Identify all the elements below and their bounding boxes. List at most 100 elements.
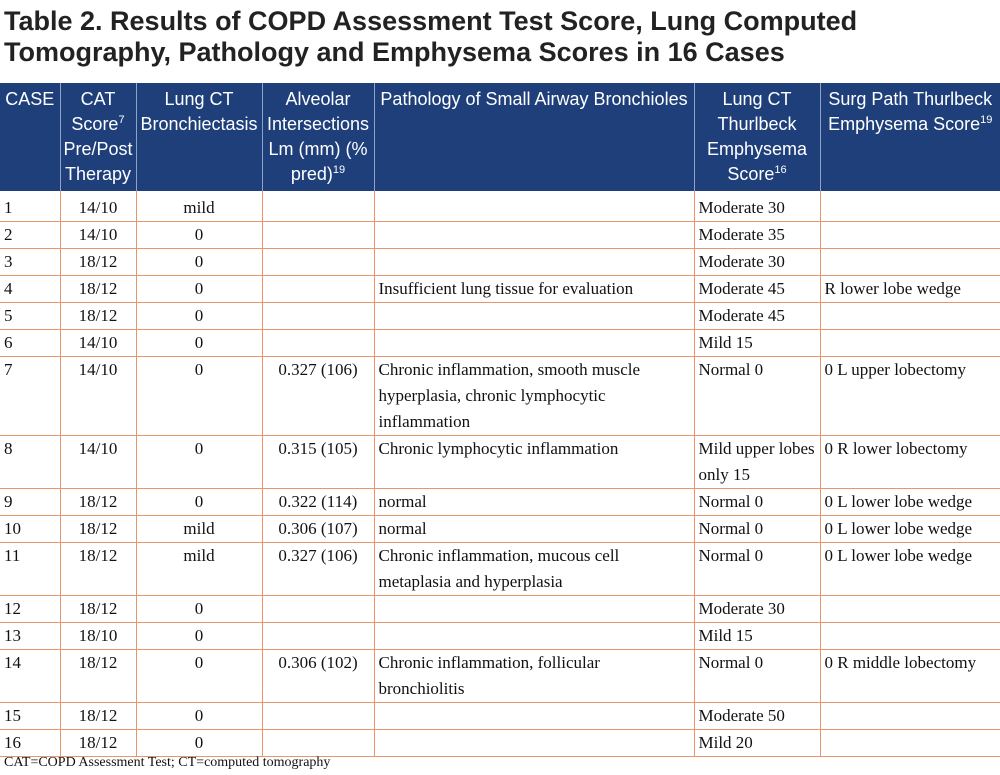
cell-bronchiectasis: 0	[135, 275, 262, 303]
cell-cat-score: 18/12	[59, 302, 136, 330]
cell-bronchiectasis: mild	[135, 191, 262, 222]
cell-lung-ct-emphysema-score: Moderate 30	[693, 191, 820, 222]
column-header-text-continued: Pre/Post Therapy	[63, 139, 133, 184]
reference-superscript: 19	[980, 114, 993, 126]
reference-superscript: 16	[774, 164, 787, 176]
results-table: CASE CAT Score7 Pre/Post Therapy Lung CT B…	[0, 83, 1000, 757]
cell-surg-path-emphysema-score: 0 L lower lobe wedge	[819, 542, 1000, 596]
cell-cat-score: 18/12	[59, 248, 136, 276]
column-header-text: Surg Path Thurlbeck Emphysema Score	[828, 89, 993, 134]
cell-bronchiectasis: 0	[135, 329, 262, 357]
cell-case-number: 10	[0, 515, 60, 543]
cell-lung-ct-emphysema-score: Mild 20	[693, 729, 820, 757]
column-header-text: Lung CT Bronchiectasis	[140, 89, 258, 134]
cell-case-number: 16	[0, 729, 60, 757]
cell-surg-path-emphysema-score	[819, 729, 1000, 757]
cell-bronchiectasis: 0	[135, 248, 262, 276]
column-header-text: Alveolar Intersections Lm (mm) (% pred)	[266, 89, 370, 184]
cell-cat-score: 18/12	[59, 542, 136, 596]
cell-bronchiectasis: 0	[135, 488, 262, 516]
table-row: 3 18/12 0 Moderate 30	[0, 248, 1000, 276]
cell-alveolar-intersections	[261, 275, 374, 303]
cell-pathology	[373, 302, 694, 330]
cell-cat-score: 18/12	[59, 515, 136, 543]
cell-case-number: 9	[0, 488, 60, 516]
cell-alveolar-intersections: 0.327 (106)	[261, 356, 374, 436]
column-header-alveolar-intersections: Alveolar Intersections Lm (mm) (% pred)1…	[261, 83, 374, 191]
cell-lung-ct-emphysema-score: Normal 0	[693, 356, 820, 436]
cell-case-number: 3	[0, 248, 60, 276]
cell-lung-ct-emphysema-score: Normal 0	[693, 649, 820, 703]
cell-pathology: normal	[373, 515, 694, 543]
cell-bronchiectasis: 0	[135, 595, 262, 623]
cell-cat-score: 18/12	[59, 488, 136, 516]
table-row: 11 18/12 mild 0.327 (106) Chronic inflammati…	[0, 542, 1000, 596]
cell-pathology	[373, 729, 694, 757]
column-header-case: CASE	[0, 83, 60, 191]
cell-case-number: 5	[0, 302, 60, 330]
table-row: 8 14/10 0 0.315 (105) Chronic lymphocytic in…	[0, 435, 1000, 489]
cell-alveolar-intersections	[261, 729, 374, 757]
cell-surg-path-emphysema-score	[819, 221, 1000, 249]
cell-pathology: Insufficient lung tissue for evaluation	[373, 275, 694, 303]
cell-surg-path-emphysema-score	[819, 302, 1000, 330]
table-title: Table 2. Results of COPD Assessment Test…	[4, 6, 858, 67]
cell-surg-path-emphysema-score: 0 R middle lobectomy	[819, 649, 1000, 703]
column-header-surg-path-emphysema-score: Surg Path Thurlbeck Emphysema Score19	[819, 83, 1000, 191]
cell-cat-score: 18/12	[59, 649, 136, 703]
cell-case-number: 13	[0, 622, 60, 650]
cell-cat-score: 18/12	[59, 595, 136, 623]
cell-alveolar-intersections	[261, 622, 374, 650]
cell-lung-ct-emphysema-score: Moderate 35	[693, 221, 820, 249]
cell-surg-path-emphysema-score	[819, 329, 1000, 357]
cell-bronchiectasis: mild	[135, 542, 262, 596]
cell-bronchiectasis: 0	[135, 356, 262, 436]
cell-pathology: Chronic lymphocytic inflammation	[373, 435, 694, 489]
table-row: 6 14/10 0 Mild 15	[0, 329, 1000, 357]
table-row: 1 14/10 mild Moderate 30	[0, 191, 1000, 222]
cell-alveolar-intersections: 0.306 (107)	[261, 515, 374, 543]
cell-pathology: Chronic inflammation, follicular bronchi…	[373, 649, 694, 703]
cell-pathology	[373, 248, 694, 276]
cell-pathology	[373, 595, 694, 623]
cell-surg-path-emphysema-score: R lower lobe wedge	[819, 275, 1000, 303]
cell-cat-score: 18/10	[59, 622, 136, 650]
cell-lung-ct-emphysema-score: Moderate 45	[693, 275, 820, 303]
cell-lung-ct-emphysema-score: Moderate 50	[693, 702, 820, 730]
cell-bronchiectasis: 0	[135, 435, 262, 489]
cell-bronchiectasis: 0	[135, 702, 262, 730]
cell-cat-score: 14/10	[59, 435, 136, 489]
cell-lung-ct-emphysema-score: Moderate 30	[693, 248, 820, 276]
column-header-text: Pathology of Small Airway Bronchioles	[380, 89, 688, 109]
table-row: 13 18/10 0 Mild 15	[0, 622, 1000, 650]
cell-case-number: 14	[0, 649, 60, 703]
cell-alveolar-intersections	[261, 248, 374, 276]
cell-bronchiectasis: 0	[135, 649, 262, 703]
cell-alveolar-intersections: 0.306 (102)	[261, 649, 374, 703]
table-row: 2 14/10 0 Moderate 35	[0, 221, 1000, 249]
column-header-lung-ct-emphysema-score: Lung CT Thurlbeck Emphysema Score16	[693, 83, 820, 191]
cell-case-number: 8	[0, 435, 60, 489]
cell-cat-score: 18/12	[59, 729, 136, 757]
table-row: 5 18/12 0 Moderate 45	[0, 302, 1000, 330]
cell-surg-path-emphysema-score: 0 L upper lobectomy	[819, 356, 1000, 436]
cell-pathology	[373, 329, 694, 357]
cell-surg-path-emphysema-score	[819, 702, 1000, 730]
cell-cat-score: 14/10	[59, 221, 136, 249]
cell-surg-path-emphysema-score	[819, 191, 1000, 222]
table-row: 7 14/10 0 0.327 (106) Chronic inflammation, …	[0, 356, 1000, 436]
cell-cat-score: 14/10	[59, 329, 136, 357]
cell-lung-ct-emphysema-score: Mild 15	[693, 329, 820, 357]
cell-surg-path-emphysema-score: 0 L lower lobe wedge	[819, 488, 1000, 516]
column-header-text: CASE	[5, 89, 55, 109]
cell-case-number: 2	[0, 221, 60, 249]
cell-lung-ct-emphysema-score: Normal 0	[693, 542, 820, 596]
cell-pathology	[373, 221, 694, 249]
column-header-cat-score: CAT Score7 Pre/Post Therapy	[59, 83, 136, 191]
cell-alveolar-intersections	[261, 595, 374, 623]
cell-case-number: 7	[0, 356, 60, 436]
table-row: 14 18/12 0 0.306 (102) Chronic inflammation,…	[0, 649, 1000, 703]
cell-case-number: 4	[0, 275, 60, 303]
